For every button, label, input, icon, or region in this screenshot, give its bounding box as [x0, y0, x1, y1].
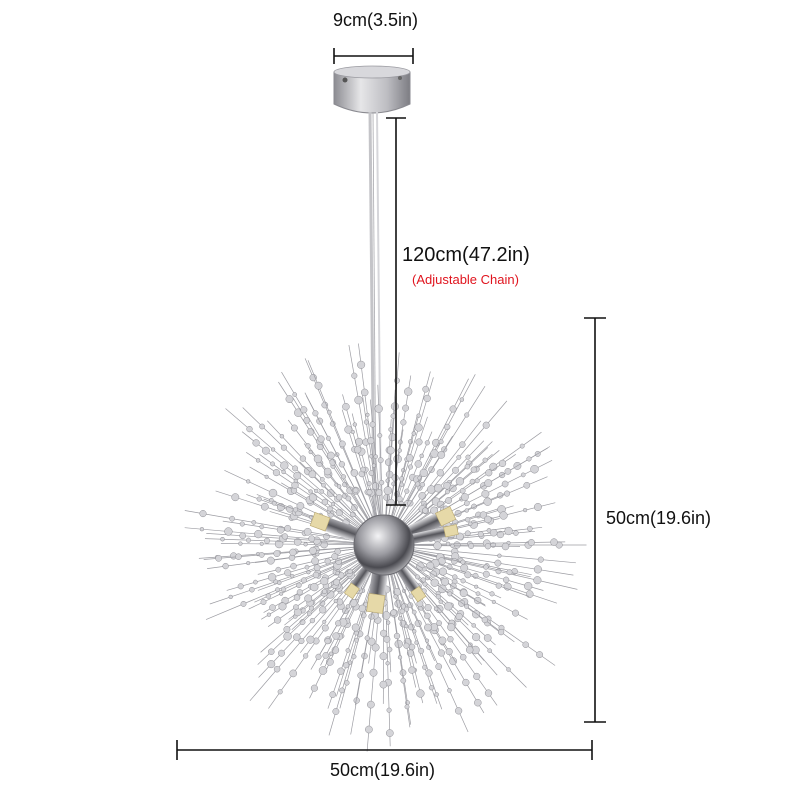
canopy-screw-icon	[398, 76, 402, 80]
body-width-label: 50cm(19.6in)	[330, 760, 436, 780]
canopy-screw-icon	[342, 77, 348, 83]
bulb-icon	[343, 582, 360, 600]
body-height-label: 50cm(19.6in)	[606, 508, 712, 528]
bulb-icon	[443, 524, 459, 538]
chain-length-dimension-line	[386, 117, 406, 506]
ceiling-canopy	[333, 65, 411, 114]
body-width-dimension-line	[176, 740, 593, 760]
bulb-icon	[435, 506, 457, 527]
bulb-icon	[366, 593, 386, 614]
chrome-hub	[353, 514, 415, 576]
bulb-icon	[410, 585, 427, 603]
body-height-dimension-line	[584, 317, 606, 723]
adjustable-chain-note: (Adjustable Chain)	[412, 272, 519, 287]
chain-length-label: 120cm(47.2in)	[402, 244, 530, 266]
bulb-icon	[309, 512, 331, 532]
dimension-lines	[176, 48, 606, 760]
canopy-width-dimension-line	[333, 48, 414, 64]
canopy-width-label: 9cm(3.5in)	[333, 10, 419, 30]
